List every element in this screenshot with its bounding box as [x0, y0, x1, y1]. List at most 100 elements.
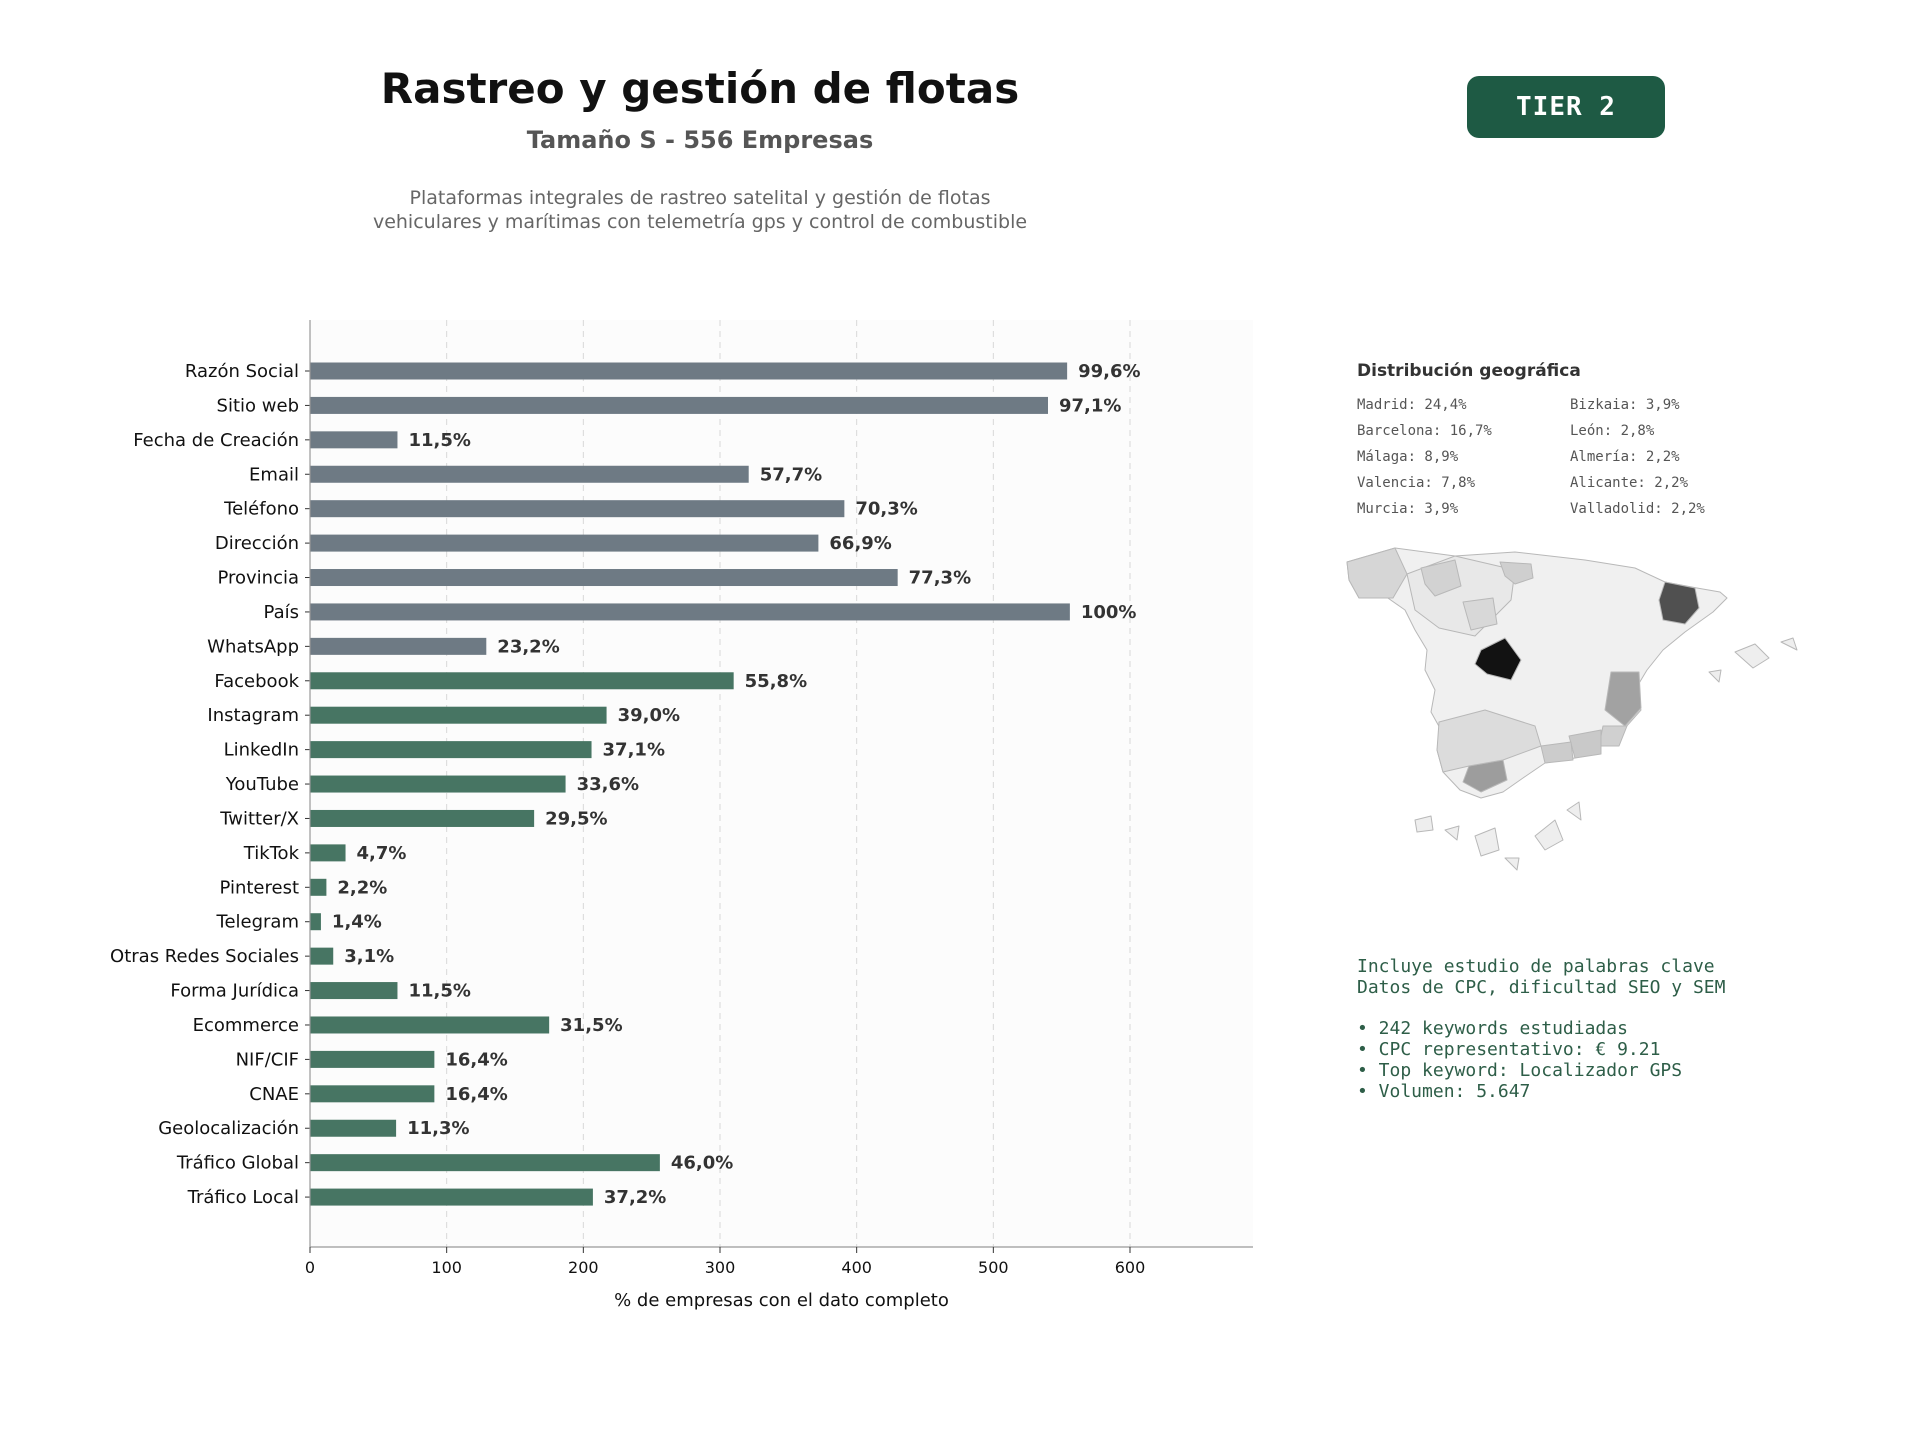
geo-item: Murcia: 3,9%	[1357, 501, 1459, 517]
geo-item: Málaga: 8,9%	[1357, 449, 1459, 465]
keywords-intro-line: Datos de CPC, dificultad SEO y SEM	[1357, 977, 1726, 998]
x-tick-label: 400	[841, 1258, 872, 1277]
map-region-balearic	[1708, 637, 1798, 683]
data-label: 46,0%	[671, 1153, 733, 1174]
category-label: Dirección	[215, 533, 299, 554]
bar	[310, 1016, 550, 1034]
geo-item: Almería: 2,2%	[1570, 449, 1680, 465]
map-region-valladolid	[1462, 597, 1498, 631]
description-line: vehiculares y marítimas con telemetría g…	[372, 211, 1028, 233]
map-region-andalucia	[1436, 709, 1542, 773]
keywords-bullet: • 242 keywords estudiadas	[1357, 1018, 1628, 1039]
category-label: Sitio web	[217, 395, 299, 416]
bar	[310, 775, 566, 793]
bar	[310, 844, 346, 862]
category-label: Teléfono	[223, 499, 299, 520]
data-label: 16,4%	[445, 1084, 507, 1105]
bar	[310, 1188, 593, 1206]
bar	[310, 913, 321, 931]
bar	[310, 500, 845, 518]
data-label: 57,7%	[760, 464, 822, 485]
data-label: 33,6%	[577, 774, 639, 795]
category-label: Twitter/X	[219, 808, 299, 829]
geo-item: Madrid: 24,4%	[1357, 397, 1467, 413]
map-region-almeria	[1540, 741, 1574, 764]
data-label: 31,5%	[560, 1015, 622, 1036]
map-region-alicante	[1598, 725, 1628, 747]
x-tick-label: 600	[1115, 1258, 1146, 1277]
geo-item: Valencia: 7,8%	[1357, 475, 1476, 491]
bar	[310, 362, 1068, 380]
bar	[310, 465, 749, 483]
category-label: Tráfico Global	[176, 1153, 299, 1174]
bar	[310, 672, 734, 690]
bar	[310, 741, 592, 759]
x-tick-label: 200	[568, 1258, 599, 1277]
data-label: 37,2%	[604, 1187, 666, 1208]
keywords-bullet: • Top keyword: Localizador GPS	[1357, 1060, 1683, 1081]
data-label: 4,7%	[357, 843, 407, 864]
data-label: 2,2%	[337, 877, 387, 898]
map-region-madrid	[1474, 637, 1522, 681]
data-label: 55,8%	[745, 671, 807, 692]
bar	[310, 534, 819, 552]
category-label: Otras Redes Sociales	[110, 946, 299, 967]
keywords-bullet: • Volumen: 5.647	[1357, 1081, 1531, 1102]
bar	[310, 982, 398, 1000]
category-label: País	[264, 602, 299, 623]
category-label: WhatsApp	[207, 636, 299, 657]
geo-item: Valladolid: 2,2%	[1570, 501, 1705, 517]
data-label: 39,0%	[618, 705, 680, 726]
page-description: Plataformas integrales de rastreo sateli…	[300, 186, 1100, 234]
map-region-leon	[1420, 559, 1462, 597]
map-region-barcelona	[1658, 581, 1700, 625]
category-label: Pinterest	[219, 877, 299, 898]
description-line: Plataformas integrales de rastreo sateli…	[409, 187, 991, 209]
category-label: Telegram	[216, 912, 299, 933]
category-label: Email	[249, 464, 299, 485]
bar	[310, 1085, 435, 1103]
data-label: 37,1%	[603, 740, 665, 761]
category-label: YouTube	[225, 774, 299, 795]
bar	[310, 1050, 435, 1068]
geo-item: León: 2,8%	[1570, 423, 1655, 439]
spain-choropleth-map	[1346, 547, 1798, 871]
category-label: Geolocalización	[158, 1118, 299, 1139]
bar	[310, 809, 535, 827]
geo-item: Alicante: 2,2%	[1570, 475, 1689, 491]
data-label: 66,9%	[829, 533, 891, 554]
bar	[310, 396, 1048, 414]
data-label: 99,6%	[1078, 361, 1140, 382]
x-axis-title: % de empresas con el dato completo	[614, 1290, 949, 1311]
data-label: 11,3%	[407, 1118, 469, 1139]
data-label: 77,3%	[909, 568, 971, 589]
geo-title: Distribución geográfica	[1357, 361, 1581, 381]
geo-distribution-list: Madrid: 24,4% Bizkaia: 3,9% Barcelona: 1…	[1357, 396, 1777, 518]
keywords-bullet: • CPC representativo: € 9.21	[1357, 1039, 1661, 1060]
category-label: Instagram	[207, 705, 299, 726]
category-label: Forma Jurídica	[170, 981, 299, 1002]
data-label: 1,4%	[332, 912, 382, 933]
map-region-bizkaia	[1499, 561, 1534, 585]
category-label: Razón Social	[185, 361, 299, 382]
x-tick-label: 0	[305, 1258, 315, 1277]
data-label: 11,5%	[408, 430, 470, 451]
category-label: TikTok	[243, 843, 300, 864]
data-label: 100%	[1081, 602, 1137, 623]
category-label: CNAE	[249, 1084, 299, 1105]
tier-badge: TIER 2	[1467, 76, 1665, 138]
map-region-valencia	[1604, 671, 1642, 727]
map-region-canary	[1414, 801, 1582, 871]
category-label: LinkedIn	[224, 740, 299, 761]
completeness-bar-chart: Razón Social 99,6% Sitio web 97,1% Fecha de …	[110, 320, 1253, 1311]
x-tick-label: 500	[978, 1258, 1009, 1277]
category-label: Tráfico Local	[187, 1187, 299, 1208]
data-label: 97,1%	[1059, 395, 1121, 416]
x-tick-label: 100	[431, 1258, 462, 1277]
bar	[310, 637, 487, 655]
category-label: Provincia	[217, 568, 299, 589]
page-title: Rastreo y gestión de flotas	[380, 64, 1020, 113]
bar	[310, 603, 1070, 621]
category-label: NIF/CIF	[236, 1049, 299, 1070]
geo-item: Bizkaia: 3,9%	[1570, 397, 1680, 413]
